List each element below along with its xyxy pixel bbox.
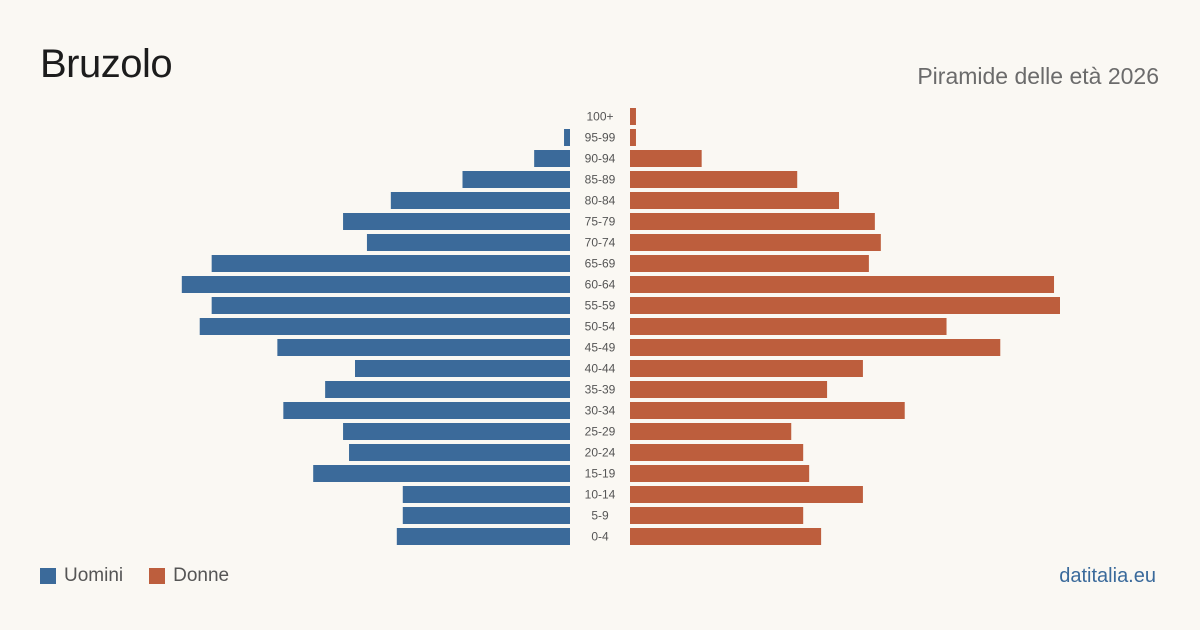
bar-men-60-64 bbox=[181, 276, 571, 293]
age-label-100+: 100+ bbox=[586, 110, 613, 124]
age-label-35-39: 35-39 bbox=[585, 383, 616, 397]
bar-women-5-9 bbox=[630, 507, 804, 524]
legend-item-men: Uomini bbox=[40, 565, 123, 587]
age-label-50-54: 50-54 bbox=[585, 320, 616, 334]
bar-men-30-34 bbox=[283, 402, 570, 419]
bar-men-75-79 bbox=[343, 213, 570, 230]
age-label-90-94: 90-94 bbox=[585, 152, 616, 166]
legend: Uomini Donne bbox=[40, 565, 255, 587]
bar-women-25-29 bbox=[630, 423, 792, 440]
bar-men-80-84 bbox=[390, 192, 570, 209]
age-label-0-4: 0-4 bbox=[591, 530, 609, 544]
bar-men-65-69 bbox=[211, 255, 570, 272]
bar-women-50-54 bbox=[630, 318, 947, 335]
bar-women-80-84 bbox=[630, 192, 840, 209]
age-label-10-14: 10-14 bbox=[585, 488, 616, 502]
age-label-75-79: 75-79 bbox=[585, 215, 616, 229]
bar-men-20-24 bbox=[349, 444, 570, 461]
bar-men-5-9 bbox=[402, 507, 570, 524]
age-label-80-84: 80-84 bbox=[585, 194, 616, 208]
bar-men-35-39 bbox=[325, 381, 570, 398]
bar-men-25-29 bbox=[343, 423, 570, 440]
brand-link[interactable]: datitalia.eu bbox=[1059, 565, 1156, 587]
bar-women-85-89 bbox=[630, 171, 798, 188]
bar-women-75-79 bbox=[630, 213, 875, 230]
bar-women-45-49 bbox=[630, 339, 1001, 356]
age-label-30-34: 30-34 bbox=[585, 404, 616, 418]
age-label-15-19: 15-19 bbox=[585, 467, 616, 481]
bar-women-15-19 bbox=[630, 465, 810, 482]
age-label-25-29: 25-29 bbox=[585, 425, 616, 439]
chart-title: Bruzolo bbox=[40, 42, 173, 86]
age-label-45-49: 45-49 bbox=[585, 341, 616, 355]
bar-women-60-64 bbox=[630, 276, 1055, 293]
bar-men-50-54 bbox=[199, 318, 570, 335]
age-label-60-64: 60-64 bbox=[585, 278, 616, 292]
bar-women-100+ bbox=[630, 108, 636, 125]
bar-men-70-74 bbox=[366, 234, 570, 251]
age-label-40-44: 40-44 bbox=[585, 362, 616, 376]
bar-men-10-14 bbox=[402, 486, 570, 503]
bar-men-0-4 bbox=[396, 528, 570, 545]
bar-men-15-19 bbox=[313, 465, 570, 482]
bar-men-85-89 bbox=[462, 171, 570, 188]
bar-men-55-59 bbox=[211, 297, 570, 314]
age-label-95-99: 95-99 bbox=[585, 131, 616, 145]
bar-women-55-59 bbox=[630, 297, 1060, 314]
bar-women-30-34 bbox=[630, 402, 905, 419]
age-label-65-69: 65-69 bbox=[585, 257, 616, 271]
bar-women-35-39 bbox=[630, 381, 828, 398]
age-label-55-59: 55-59 bbox=[585, 299, 616, 313]
age-label-70-74: 70-74 bbox=[585, 236, 616, 250]
bar-women-70-74 bbox=[630, 234, 881, 251]
legend-swatch-men bbox=[40, 568, 56, 584]
legend-item-women: Donne bbox=[149, 565, 229, 587]
chart-subtitle: Piramide delle età 2026 bbox=[917, 63, 1159, 89]
bar-men-95-99 bbox=[564, 129, 570, 146]
age-label-5-9: 5-9 bbox=[591, 509, 609, 523]
legend-swatch-women bbox=[149, 568, 166, 584]
bar-men-90-94 bbox=[534, 150, 570, 167]
legend-label-men: Uomini bbox=[64, 565, 124, 586]
bar-women-40-44 bbox=[630, 360, 863, 377]
bar-women-10-14 bbox=[630, 486, 863, 503]
bar-men-40-44 bbox=[355, 360, 570, 377]
bar-women-65-69 bbox=[630, 255, 869, 272]
legend-label-women: Donne bbox=[173, 565, 230, 586]
bar-women-20-24 bbox=[630, 444, 804, 461]
bar-women-0-4 bbox=[630, 528, 822, 545]
age-label-85-89: 85-89 bbox=[585, 173, 616, 187]
bar-women-90-94 bbox=[630, 150, 702, 167]
bar-women-95-99 bbox=[630, 129, 636, 146]
age-label-20-24: 20-24 bbox=[585, 446, 616, 460]
bar-men-45-49 bbox=[277, 339, 570, 356]
